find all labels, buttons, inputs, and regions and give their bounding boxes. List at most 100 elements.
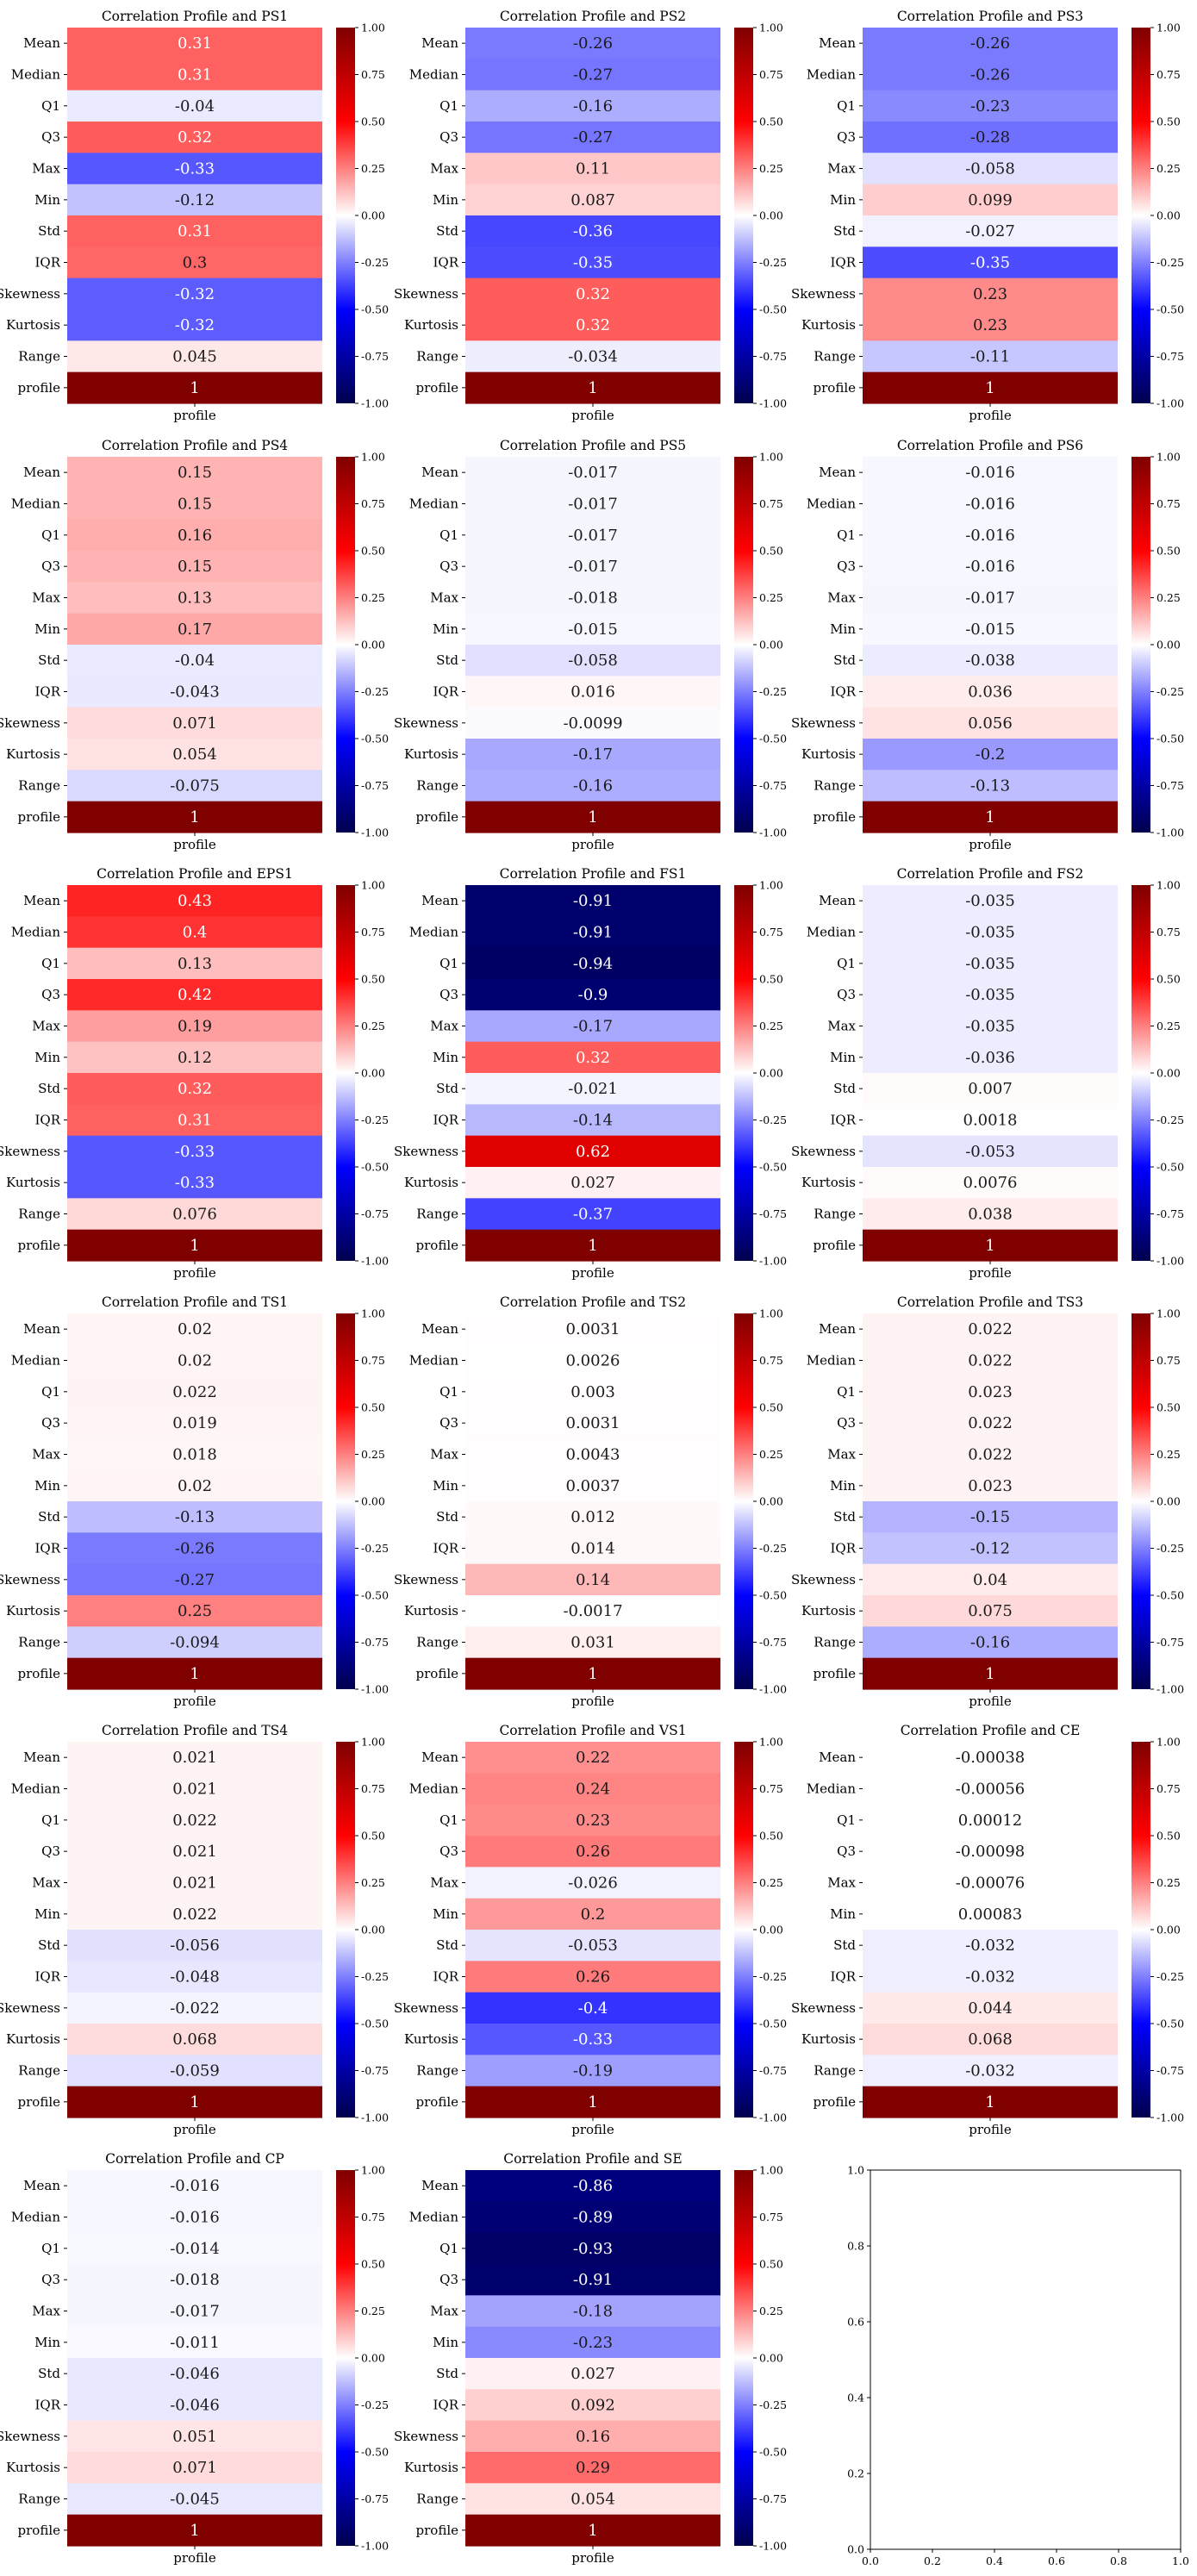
row-tick-label: Median <box>807 1781 857 1797</box>
heatmap-cell <box>465 1344 720 1377</box>
row-tick-label: Range <box>18 1635 60 1650</box>
row-tick-label: Kurtosis <box>404 317 458 333</box>
cell-value-label: 0.022 <box>172 1812 217 1830</box>
row-tick-label: Mean <box>819 1750 856 1765</box>
colorbar-tick-label: -0.50 <box>1156 733 1184 745</box>
x-tick-label: 0.0 <box>862 2554 879 2567</box>
row-tick-label: Min <box>34 1478 60 1494</box>
heatmap-panel: Correlation Profile and PS4 0.15 Mean 0.15 M… <box>0 438 389 852</box>
heatmap-cell <box>863 340 1118 373</box>
row-tick-label: profile <box>814 2094 857 2110</box>
heatmap-panel: Correlation Profile and TS1 0.02 Mean 0.02 M… <box>0 1294 389 1709</box>
cell-value-label: 0.016 <box>570 683 615 702</box>
cell-value-label: -0.017 <box>170 2303 220 2321</box>
cell-value-label: 0.068 <box>968 2030 1013 2049</box>
cell-value-label: 0.044 <box>968 1999 1013 2018</box>
colorbar-tick-label: -1.00 <box>1156 1255 1184 1268</box>
row-tick-label: Q1 <box>41 2241 60 2256</box>
row-tick-label: Min <box>830 1478 856 1494</box>
row-tick-label: Max <box>430 2304 458 2319</box>
row-tick-label: Std <box>833 652 856 668</box>
heatmap-cell <box>67 613 322 646</box>
colorbar: 1.00 0.75 0.50 0.25 0.00 -0.25 -0.50 -0.75 -1.00 <box>336 22 389 410</box>
row-tick-label: Min <box>34 192 60 208</box>
row-tick-label: Max <box>32 1875 60 1891</box>
cell-value-label: 0.036 <box>968 683 1013 702</box>
colorbar: 1.00 0.75 0.50 0.25 0.00 -0.25 -0.50 -0.75 -1.00 <box>1132 22 1184 410</box>
cell-value-label: -0.0017 <box>563 1602 622 1620</box>
heatmap-cell <box>465 1104 720 1137</box>
cell-value-label: 0.021 <box>172 1781 217 1799</box>
heatmap-cell <box>863 613 1118 646</box>
cell-value-label: 0.012 <box>570 1508 615 1526</box>
heatmap-cell <box>67 1010 322 1043</box>
cell-value-label: 0.022 <box>968 1352 1013 1370</box>
cell-value-label: -0.27 <box>573 66 613 84</box>
heatmap-cell <box>67 519 322 552</box>
heatmap-cell <box>465 215 720 247</box>
row-tick-label: Q3 <box>837 1415 856 1431</box>
colorbar-tick-label: 0.75 <box>361 926 385 939</box>
colorbar-tick-label: 0.25 <box>361 2305 385 2317</box>
colorbar-tick-label: -0.75 <box>1156 2064 1184 2077</box>
row-tick-label: Skewness <box>394 2000 458 2016</box>
colorbar-tick-label: -0.50 <box>361 303 389 316</box>
colorbar-tick-label: -0.75 <box>1156 1207 1184 1220</box>
row-tick-label: Skewness <box>394 715 458 731</box>
heatmap-cell <box>863 1375 1118 1408</box>
row-tick-label: Skewness <box>0 2429 60 2444</box>
cell-value-label: -0.075 <box>170 777 220 795</box>
cell-value-label: 0.02 <box>178 1320 212 1338</box>
cell-value-label: 0.29 <box>576 2459 610 2477</box>
heatmap-cell <box>67 1229 322 1262</box>
heatmap-cell <box>465 519 720 552</box>
cell-value-label: 0.26 <box>576 1843 610 1861</box>
row-tick-label: Q1 <box>837 98 856 114</box>
row-tick-label: Std <box>436 652 458 668</box>
cell-value-label: -0.11 <box>970 348 1010 366</box>
cell-value-label: -0.017 <box>568 558 618 576</box>
heatmap-cell <box>465 1804 720 1837</box>
colorbar-tick-label: -0.50 <box>759 2446 787 2459</box>
heatmap-cell <box>67 1135 322 1168</box>
row-tick-label: Kurtosis <box>6 2031 60 2047</box>
heatmap-panel: Correlation Profile and FS1-0.91Mean-0.9… <box>394 866 787 1281</box>
cell-value-label: 0.43 <box>178 892 212 910</box>
cell-value-label: 1 <box>985 1237 994 1255</box>
heatmap-cell <box>67 1073 322 1105</box>
colorbar-tick-label: 0.50 <box>361 1401 385 1414</box>
colorbar-tick-label: -0.25 <box>759 2398 787 2411</box>
cell-value-label: 1 <box>588 1665 597 1683</box>
row-tick-label: Range <box>18 2063 60 2079</box>
row-tick-label: Q3 <box>837 1843 856 1859</box>
row-tick-label: Std <box>38 1509 60 1525</box>
colorbar-tick-label: 1.00 <box>1156 451 1181 464</box>
colorbar-tick-label: -0.25 <box>759 1542 787 1555</box>
heatmap-cell <box>67 1804 322 1837</box>
heatmap-cell <box>465 2024 720 2055</box>
cell-value-label: 0.022 <box>968 1320 1013 1338</box>
row-tick-label: profile <box>814 809 857 825</box>
row-tick-label: Range <box>814 1635 856 1650</box>
cell-value-label: -0.17 <box>573 1018 613 1036</box>
cell-value-label: 0.0018 <box>963 1112 1018 1130</box>
colorbar-tick-label: 0.50 <box>759 2258 783 2271</box>
cell-value-label: 0.022 <box>968 1414 1013 1432</box>
panel-title: Correlation Profile and PS3 <box>897 9 1083 24</box>
heatmap-cell <box>465 582 720 614</box>
colorbar-tick-label: 0.00 <box>1156 1495 1181 1508</box>
heatmap-cell <box>67 1167 322 1199</box>
cell-value-label: 0.26 <box>576 1968 610 1987</box>
row-tick-label: Q3 <box>41 2272 60 2287</box>
row-tick-label: Kurtosis <box>801 1175 856 1190</box>
cell-value-label: 0.056 <box>968 714 1013 733</box>
cell-value-label: 1 <box>588 2522 597 2540</box>
row-tick-label: Q3 <box>837 987 856 1002</box>
colorbar-tick-label: 0.25 <box>1156 1020 1181 1032</box>
heatmap-cell <box>863 979 1118 1011</box>
colorbar-tick-label: 0.25 <box>759 1448 783 1461</box>
heatmap-cell <box>67 2326 322 2359</box>
row-tick-label: Kurtosis <box>801 2031 856 2047</box>
row-tick-label: Skewness <box>394 2429 458 2444</box>
row-tick-label: Mean <box>421 893 458 908</box>
